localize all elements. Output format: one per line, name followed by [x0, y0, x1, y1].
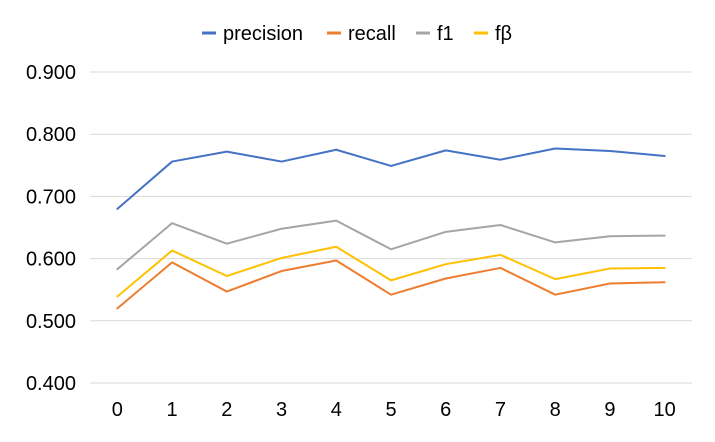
legend-item: f1 — [416, 23, 454, 45]
legend-label: precision — [223, 23, 303, 45]
legend-label: fβ — [495, 23, 512, 45]
x-tick-label: 4 — [331, 399, 342, 421]
legend-label: recall — [348, 23, 396, 45]
legend-item: recall — [327, 23, 396, 45]
series-lines — [116, 147, 666, 310]
legend-item: fβ — [474, 23, 512, 45]
y-tick-label: 0.500 — [26, 311, 76, 333]
x-axis-tick-labels: 0 1 2 3 4 5 6 7 8 9 10 — [112, 399, 676, 421]
legend-label: f1 — [437, 23, 454, 45]
gridlines — [90, 71, 692, 384]
legend-item: precision — [202, 23, 303, 45]
series-line-0 — [116, 147, 666, 210]
series-line-2 — [116, 219, 666, 271]
y-axis-tick-labels: 0.400 0.500 0.600 0.700 0.800 0.900 — [26, 62, 76, 395]
x-tick-label: 1 — [167, 399, 178, 421]
x-tick-label: 6 — [440, 399, 451, 421]
x-tick-label: 0 — [112, 399, 123, 421]
y-tick-label: 0.800 — [26, 124, 76, 146]
x-tick-label: 3 — [276, 399, 287, 421]
y-tick-label: 0.400 — [26, 373, 76, 395]
series-line-1 — [116, 259, 666, 310]
y-tick-label: 0.900 — [26, 62, 76, 84]
x-tick-label: 9 — [604, 399, 615, 421]
x-tick-label: 10 — [654, 399, 676, 421]
x-tick-label: 7 — [495, 399, 506, 421]
y-tick-label: 0.600 — [26, 249, 76, 271]
y-tick-label: 0.700 — [26, 186, 76, 208]
x-tick-label: 5 — [385, 399, 396, 421]
series-line-3 — [116, 245, 666, 298]
x-tick-label: 8 — [550, 399, 561, 421]
x-tick-label: 2 — [221, 399, 232, 421]
legend: precision recall f1 fβ — [202, 23, 512, 45]
